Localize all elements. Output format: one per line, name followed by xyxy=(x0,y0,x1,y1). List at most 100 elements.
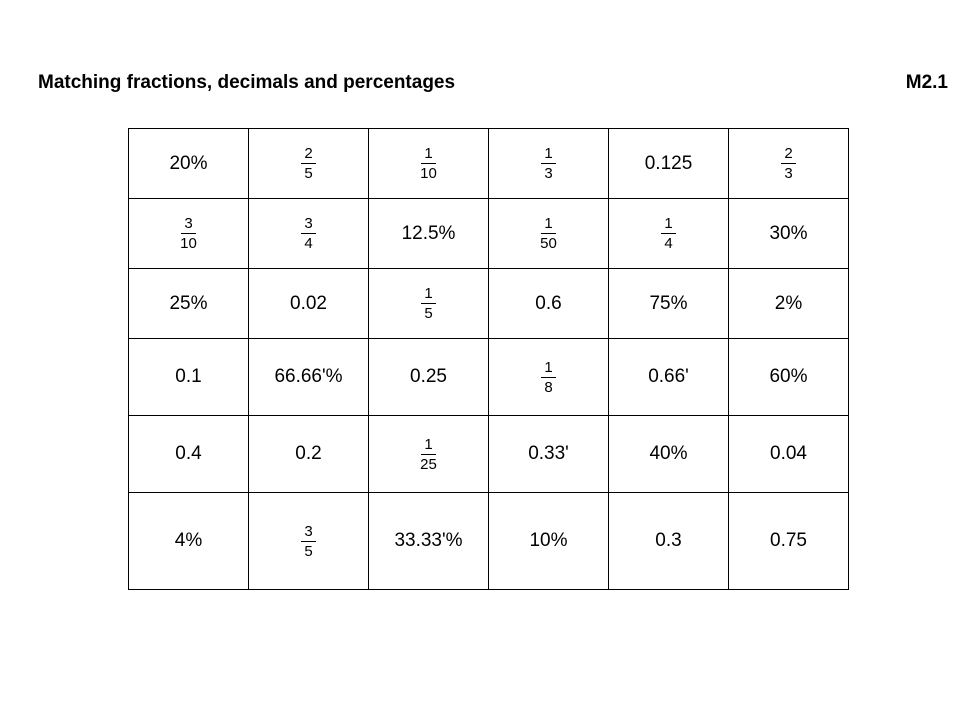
grid-row: 25% 0.02 1 5 0.6 75% 2% xyxy=(128,268,849,339)
fraction-numerator: 1 xyxy=(421,146,436,164)
grid-cell[interactable]: 3 10 xyxy=(128,198,249,269)
grid-cell[interactable]: 0.4 xyxy=(128,415,249,493)
recurring-decimal: 0.66' xyxy=(648,366,689,388)
grid-cell[interactable]: 20% xyxy=(128,128,249,199)
fraction-numerator: 2 xyxy=(781,146,796,164)
grid-cell[interactable]: 0.75 xyxy=(728,492,849,590)
fraction-denominator: 4 xyxy=(664,235,673,252)
grid-cell[interactable]: 0.25 xyxy=(368,338,489,416)
recurring-value: 33.33 xyxy=(394,530,442,551)
cell-value: 0.3 xyxy=(655,530,682,551)
grid-cell[interactable]: 0.125 xyxy=(608,128,729,199)
grid-cell[interactable]: 25% xyxy=(128,268,249,339)
fraction-numerator: 1 xyxy=(421,437,436,455)
grid-cell[interactable]: 4% xyxy=(128,492,249,590)
grid-cell[interactable]: 0.02 xyxy=(248,268,369,339)
grid-cell[interactable]: 0.33' xyxy=(488,415,609,493)
cell-value: 0.2 xyxy=(295,443,322,464)
cell-value: 60% xyxy=(769,366,808,387)
grid-cell[interactable]: 30% xyxy=(728,198,849,269)
grid-cell[interactable]: 75% xyxy=(608,268,729,339)
fraction-numerator: 1 xyxy=(541,146,556,164)
fraction-denominator: 3 xyxy=(784,165,793,182)
cell-value: 20% xyxy=(169,152,208,174)
recurring-suffix: % xyxy=(445,530,463,551)
grid-cell[interactable]: 33.33'% xyxy=(368,492,489,590)
cell-value: 40% xyxy=(649,443,688,464)
grid-cell[interactable]: 0.3 xyxy=(608,492,729,590)
recurring-dot-icon: ' xyxy=(322,366,326,387)
recurring-value: 0.66 xyxy=(648,366,686,387)
recurring-suffix: % xyxy=(325,366,343,387)
grid-cell[interactable]: 0.04 xyxy=(728,415,849,493)
fraction-numerator: 3 xyxy=(181,216,196,234)
cell-value: 10% xyxy=(529,530,568,551)
grid-cell[interactable]: 1 10 xyxy=(368,128,489,199)
recurring-value: 0.33 xyxy=(528,443,566,464)
recurring-decimal: 33.33'% xyxy=(394,530,462,552)
recurring-dot-icon: ' xyxy=(685,366,689,387)
recurring-decimal: 0.33' xyxy=(528,443,569,465)
grid-cell[interactable]: 0.1 xyxy=(128,338,249,416)
fraction-numerator: 1 xyxy=(421,286,436,304)
grid-cell[interactable]: 60% xyxy=(728,338,849,416)
grid-cell[interactable]: 40% xyxy=(608,415,729,493)
grid-cell[interactable]: 66.66'% xyxy=(248,338,369,416)
grid-cell[interactable]: 10% xyxy=(488,492,609,590)
grid-cell[interactable]: 0.2 xyxy=(248,415,369,493)
recurring-value: 66.66 xyxy=(274,366,322,387)
fraction: 1 50 xyxy=(540,216,557,251)
fraction-denominator: 10 xyxy=(180,235,197,252)
grid-cell[interactable]: 12.5% xyxy=(368,198,489,269)
fraction-denominator: 5 xyxy=(304,165,313,182)
fraction: 1 10 xyxy=(420,146,437,181)
fraction: 1 25 xyxy=(420,437,437,472)
fraction-numerator: 3 xyxy=(301,524,316,542)
matching-grid: 20% 2 5 1 10 1 3 0.125 2 3 3 10 3 4 12.5% 1 50 1 4 30% 25% 0.… xyxy=(128,128,849,590)
grid-cell[interactable]: 2% xyxy=(728,268,849,339)
cell-value: 75% xyxy=(649,292,688,314)
grid-row: 3 10 3 4 12.5% 1 50 1 4 30% xyxy=(128,198,849,269)
page-title: Matching fractions, decimals and percent… xyxy=(38,72,456,93)
grid-cell[interactable]: 1 50 xyxy=(488,198,609,269)
fraction-numerator: 1 xyxy=(541,216,556,234)
cell-value: 0.4 xyxy=(175,443,202,464)
fraction-denominator: 5 xyxy=(424,305,433,322)
recurring-decimal: 66.66'% xyxy=(274,366,342,388)
grid-row: 0.1 66.66'% 0.25 1 8 0.66' 60% xyxy=(128,338,849,416)
cell-value: 0.25 xyxy=(410,366,447,387)
fraction-numerator: 3 xyxy=(301,216,316,234)
cell-value: 0.75 xyxy=(770,530,807,551)
recurring-dot-icon: ' xyxy=(442,530,446,551)
cell-value: 25% xyxy=(169,292,208,314)
grid-cell[interactable]: 0.6 xyxy=(488,268,609,339)
worksheet-code: M2.1 xyxy=(905,72,948,93)
cell-value: 0.02 xyxy=(290,292,327,314)
fraction: 3 10 xyxy=(180,216,197,251)
fraction-numerator: 1 xyxy=(661,216,676,234)
fraction-denominator: 50 xyxy=(540,235,557,252)
cell-value: 0.04 xyxy=(770,443,807,464)
grid-cell[interactable]: 0.66' xyxy=(608,338,729,416)
fraction-denominator: 3 xyxy=(544,165,553,182)
grid-row: 4% 3 5 33.33'% 10% 0.3 0.75 xyxy=(128,492,849,590)
cell-value: 4% xyxy=(174,530,203,551)
cell-value: 0.125 xyxy=(644,152,693,174)
cell-value: 30% xyxy=(769,222,808,244)
fraction-denominator: 4 xyxy=(304,235,313,252)
fraction-numerator: 1 xyxy=(541,360,556,378)
grid-cell[interactable]: 1 25 xyxy=(368,415,489,493)
